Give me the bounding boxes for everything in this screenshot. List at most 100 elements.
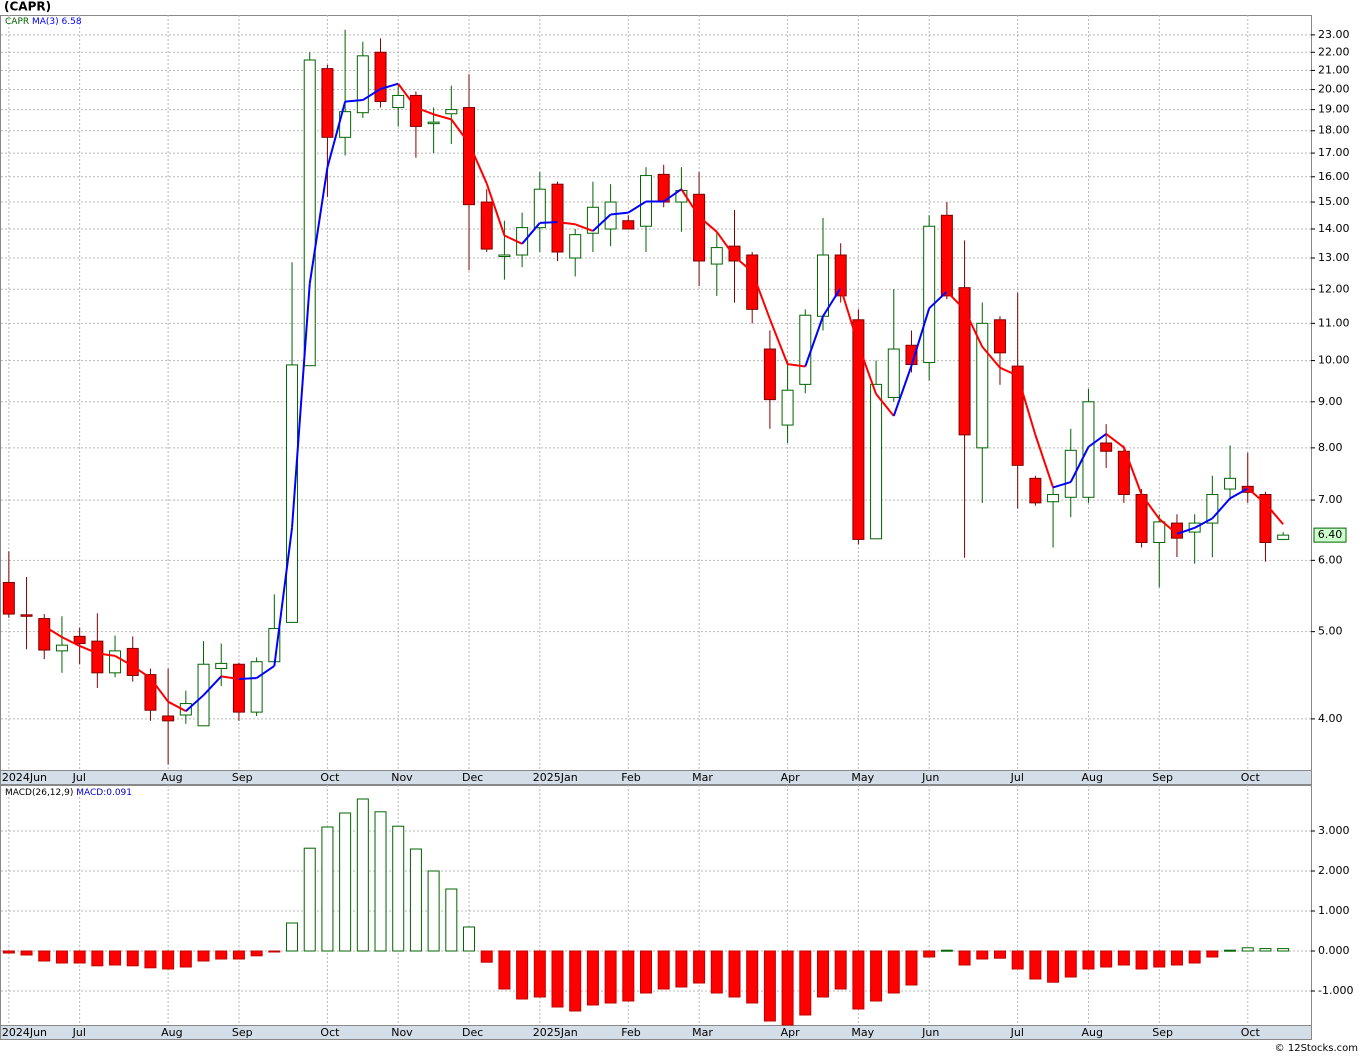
macd-bar xyxy=(321,826,334,952)
candle-body xyxy=(799,314,812,385)
candle-body xyxy=(781,389,794,426)
candle-body xyxy=(445,109,458,115)
legend-value: 6.58 xyxy=(62,17,82,27)
candle-body xyxy=(693,193,706,262)
candle-body xyxy=(1206,494,1219,524)
ma-segment xyxy=(663,188,682,203)
x-tick-label: Feb xyxy=(621,771,640,784)
macd-bar xyxy=(1259,948,1272,952)
candle-body xyxy=(73,635,86,645)
candle-body xyxy=(816,254,829,317)
macd-bar xyxy=(1117,950,1130,966)
candle-body xyxy=(126,647,139,676)
candle-body xyxy=(392,94,405,109)
x-tick-label: Aug xyxy=(161,771,182,784)
ma-segment xyxy=(768,318,789,365)
x-tick-label: 2024Jun xyxy=(2,1026,47,1039)
x-tick-label: 2024Jun xyxy=(2,771,47,784)
macd-bar xyxy=(834,950,847,990)
x-tick-label: Sep xyxy=(1152,771,1173,784)
legend: MACD(26,12,9) MACD:0.091 xyxy=(5,788,132,798)
ma-segment xyxy=(1122,447,1143,495)
y-tick-label: 8.00 xyxy=(1318,441,1343,454)
candle-body xyxy=(109,650,122,674)
candle-body xyxy=(20,614,33,617)
candle-body xyxy=(1135,494,1148,544)
macd-bar xyxy=(781,950,794,1026)
chart-title: (CAPR) xyxy=(4,0,51,14)
macd-bar xyxy=(463,926,476,952)
x-tick-label: Jun xyxy=(921,1026,939,1039)
indicator-title: MACD(26,12,9) xyxy=(5,788,73,798)
x-tick-label: Jul xyxy=(72,771,86,784)
candle-body xyxy=(887,348,900,398)
ma-segment xyxy=(326,101,347,168)
ma-segment xyxy=(1034,434,1055,488)
candle-body xyxy=(923,225,936,364)
y-tick-label: 15.00 xyxy=(1318,195,1350,208)
y-tick-label: 18.00 xyxy=(1318,124,1350,137)
candle-body xyxy=(162,715,175,722)
macd-bar xyxy=(923,950,936,958)
macd-bar xyxy=(551,950,564,1008)
ma-segment xyxy=(1247,487,1267,505)
ma-segment xyxy=(221,675,240,680)
candle-body xyxy=(1064,449,1077,498)
ma-segment xyxy=(273,527,294,667)
x-tick-label: 2025Jan xyxy=(533,771,578,784)
macd-bar xyxy=(1153,950,1166,968)
x-tick-label: Apr xyxy=(781,1026,801,1039)
candle-body xyxy=(976,322,989,449)
x-tick-label: Jul xyxy=(72,1026,86,1039)
macd-bar xyxy=(1047,950,1060,983)
macd-bar xyxy=(356,798,369,952)
candle-body xyxy=(91,640,104,674)
macd-bar xyxy=(286,922,299,952)
x-tick-label: Dec xyxy=(462,1026,483,1039)
y-tick-label: 13.00 xyxy=(1318,251,1350,264)
ma-segment xyxy=(362,88,382,101)
x-tick-label: Feb xyxy=(621,1026,640,1039)
ma-segment xyxy=(680,188,700,218)
macd-bar xyxy=(144,950,157,969)
candle-body xyxy=(710,247,723,265)
candle-body xyxy=(870,383,883,540)
ma-segment xyxy=(167,700,187,713)
candle-body xyxy=(1259,494,1272,544)
y-tick-label: 3.000 xyxy=(1318,824,1350,837)
macd-bar xyxy=(498,950,511,990)
macd-bar xyxy=(109,950,122,966)
macd-bar xyxy=(657,950,670,990)
date-strip xyxy=(0,770,1312,785)
ma-segment xyxy=(43,625,63,639)
candle-body xyxy=(55,644,68,652)
y-tick-label: 23.00 xyxy=(1318,28,1350,41)
ma-segment xyxy=(627,200,647,214)
ma-segment xyxy=(521,222,541,245)
macd-bar xyxy=(339,812,352,952)
macd-bar xyxy=(250,950,263,957)
macd-bar xyxy=(693,950,706,984)
candle-body xyxy=(1029,477,1042,504)
macd-bar xyxy=(1082,950,1095,970)
macd-bar xyxy=(73,950,86,964)
candle-body xyxy=(586,206,599,234)
candle-body xyxy=(2,581,15,615)
candle-body xyxy=(215,662,228,670)
candle-body xyxy=(728,245,741,262)
candle-body xyxy=(409,94,422,127)
y-tick-label: 14.00 xyxy=(1318,222,1350,235)
candle-body xyxy=(1082,401,1095,498)
ma-segment xyxy=(1052,481,1072,489)
ma-segment xyxy=(1211,497,1231,520)
ma-segment xyxy=(380,82,399,90)
macd-bar xyxy=(746,950,759,1004)
candle-body xyxy=(1277,534,1290,540)
y-tick-label: 19.00 xyxy=(1318,103,1350,116)
candle-body xyxy=(1117,450,1130,496)
ma-segment xyxy=(291,283,311,528)
macd-bar xyxy=(887,950,900,994)
macd-bar xyxy=(622,950,635,1002)
y-tick-label: 10.00 xyxy=(1318,354,1350,367)
